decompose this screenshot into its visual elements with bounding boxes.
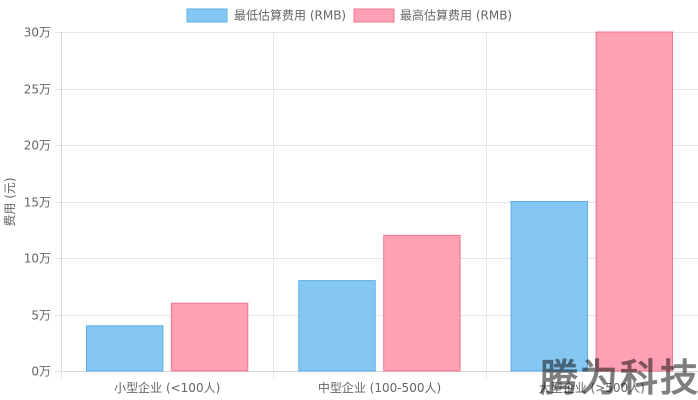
bar-min-2[interactable] <box>510 201 589 372</box>
bars <box>86 31 673 372</box>
y-axis-ticks: 0万 5万 10万 15万 20万 25万 30万 <box>24 26 51 379</box>
legend[interactable]: 最低估算费用 (RMB) 最高估算费用 (RMB) <box>186 8 512 23</box>
x-tick-label: 小型企业 (<100人) <box>114 380 220 395</box>
grid <box>55 32 698 379</box>
legend-swatch-min[interactable] <box>186 8 228 23</box>
legend-swatch-max[interactable] <box>353 8 395 23</box>
y-tick-label: 5万 <box>31 309 51 323</box>
x-axis-ticks: 小型企业 (<100人) 中型企业 (100-500人) 大型企业 (>500人) <box>114 380 645 395</box>
x-tick-label: 大型企业 (>500人) <box>539 380 645 395</box>
y-tick-label: 0万 <box>31 365 51 379</box>
legend-label-min[interactable]: 最低估算费用 (RMB) <box>234 8 346 23</box>
y-tick-label: 10万 <box>24 252 51 266</box>
y-tick-label: 30万 <box>24 26 51 40</box>
y-tick-label: 15万 <box>24 196 51 210</box>
y-tick-label: 25万 <box>24 83 51 97</box>
bar-min-1[interactable] <box>298 280 376 372</box>
legend-label-max[interactable]: 最高估算费用 (RMB) <box>400 8 512 23</box>
bar-max-1[interactable] <box>383 234 461 372</box>
bar-min-0[interactable] <box>86 325 164 372</box>
x-tick-label: 中型企业 (100-500人) <box>318 380 441 395</box>
y-axis-title: 费用 (元) <box>3 177 17 226</box>
bar-max-0[interactable] <box>170 302 249 372</box>
bar-max-2[interactable] <box>595 31 673 372</box>
y-tick-label: 20万 <box>24 139 51 153</box>
